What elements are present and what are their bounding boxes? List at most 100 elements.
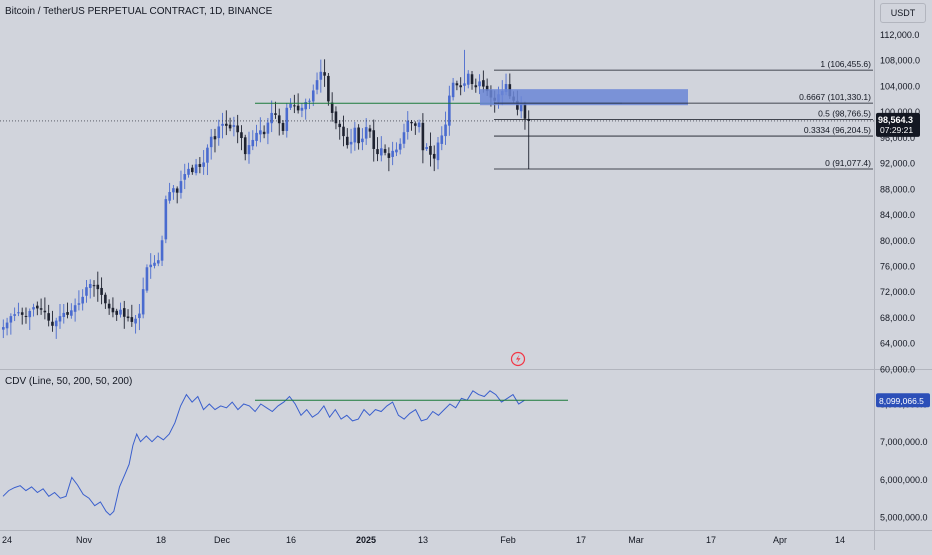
candle-body[interactable] [315,80,319,90]
candle-body[interactable] [130,317,134,322]
candle-body[interactable] [274,113,277,115]
candle-body[interactable] [516,100,519,110]
candle-body[interactable] [5,322,9,329]
candle-body[interactable] [202,162,205,167]
price-badge[interactable] [876,112,920,137]
currency-button[interactable]: USDT [880,3,926,23]
candle-body[interactable] [240,132,243,139]
candle-body[interactable] [504,84,508,93]
candle-body[interactable] [451,82,455,98]
candle-body[interactable] [406,120,410,132]
candle-body[interactable] [104,294,107,304]
candle-body[interactable] [122,308,126,317]
candle-body[interactable] [228,124,232,129]
candle-body[interactable] [115,310,118,315]
candle-body[interactable] [349,141,353,145]
cdv-pane[interactable] [2,390,568,516]
candle-body[interactable] [255,132,258,141]
candle-body[interactable] [20,312,24,315]
candle-body[interactable] [175,188,179,193]
candle-body[interactable] [334,111,338,124]
candle-body[interactable] [266,122,270,134]
candle-body[interactable] [160,240,164,261]
candle-body[interactable] [432,153,436,159]
candle-body[interactable] [138,313,141,319]
candle-body[interactable] [357,127,360,144]
candle-body[interactable] [466,73,470,85]
candle-body[interactable] [395,149,398,153]
candle-body[interactable] [429,145,432,155]
candle-body[interactable] [342,126,345,137]
candle-body[interactable] [380,148,383,156]
candle-body[interactable] [51,321,54,326]
candle-body[interactable] [425,147,428,150]
candle-body[interactable] [149,264,153,268]
candle-body[interactable] [168,192,171,201]
candle-body[interactable] [304,102,307,110]
candle-body[interactable] [410,121,413,124]
candle-body[interactable] [414,123,417,126]
candle-body[interactable] [62,312,66,317]
candle-body[interactable] [478,81,481,87]
candle-body[interactable] [308,100,311,102]
candle-body[interactable] [455,83,459,86]
candle-body[interactable] [519,103,523,112]
demand-zone-rect[interactable] [480,89,688,106]
candle-body[interactable] [70,310,73,316]
candle-body[interactable] [217,126,221,139]
candle-body[interactable] [36,305,39,309]
candle-body[interactable] [300,107,304,111]
candle-body[interactable] [523,103,527,119]
candle-body[interactable] [221,123,224,126]
candle-body[interactable] [402,132,406,144]
candle-body[interactable] [209,136,213,148]
candle-body[interactable] [187,168,190,175]
candle-body[interactable] [368,128,372,132]
candle-body[interactable] [311,90,315,102]
candle-body[interactable] [330,102,334,113]
candle-body[interactable] [96,284,100,290]
candle-body[interactable] [353,127,357,143]
candle-body[interactable] [398,143,402,150]
price-pane[interactable]: 1 (106,455.6) 0.6667 (101,330.1) 0.5 (98,7… [0,49,874,339]
candle-body[interactable] [383,149,387,153]
candle-body[interactable] [134,318,137,324]
candle-body[interactable] [361,138,364,143]
candle-body[interactable] [277,115,281,124]
candle-body[interactable] [270,112,273,124]
candle-body[interactable] [47,313,50,321]
candle-body[interactable] [232,125,236,127]
candle-body[interactable] [107,303,111,309]
candle-body[interactable] [58,316,62,322]
candle-body[interactable] [281,123,285,131]
candle-body[interactable] [327,75,330,102]
candle-body[interactable] [206,147,209,163]
candle-body[interactable] [345,136,349,146]
candle-body[interactable] [145,267,149,291]
candle-body[interactable] [156,260,160,264]
cdv-line[interactable] [2,390,525,516]
candle-body[interactable] [126,316,130,319]
candle-body[interactable] [194,164,198,174]
candle-body[interactable] [421,122,425,151]
candle-body[interactable] [247,145,251,155]
candle-body[interactable] [43,310,47,313]
candle-body[interactable] [364,127,368,139]
candle-body[interactable] [100,287,103,295]
candle-body[interactable] [482,80,485,87]
candle-body[interactable] [164,199,168,240]
candle-body[interactable] [88,283,92,288]
candle-body[interactable] [470,74,474,85]
candle-body[interactable] [319,71,323,80]
candle-body[interactable] [141,289,145,315]
candle-body[interactable] [444,124,447,137]
candle-body[interactable] [92,285,96,287]
candle-body[interactable] [153,262,156,266]
candle-body[interactable] [459,85,462,88]
candle-body[interactable] [172,188,175,193]
candle-body[interactable] [213,136,217,140]
candle-body[interactable] [17,312,20,314]
candle-body[interactable] [2,327,5,330]
candle-body[interactable] [73,305,77,312]
